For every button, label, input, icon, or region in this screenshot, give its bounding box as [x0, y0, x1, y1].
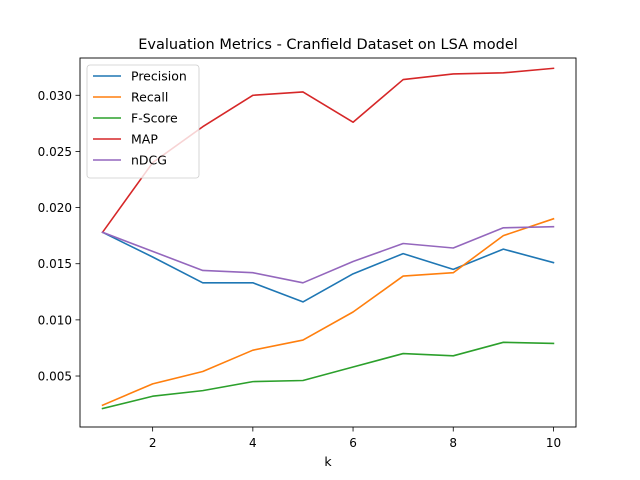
- series-line-ndcg: [101, 225, 555, 284]
- y-tick-label: 0.010: [38, 313, 72, 327]
- x-tick-label: 2: [149, 436, 157, 450]
- y-axis: 0.005 0.010 0.015 0.020 0.025 0.030: [38, 89, 80, 384]
- legend-label-recall: Recall: [131, 90, 168, 105]
- x-tick-label: 8: [449, 436, 457, 450]
- x-tick-label: 4: [249, 436, 257, 450]
- x-axis: 2 4 6 8 10: [149, 427, 561, 450]
- legend-label-map: MAP: [131, 132, 158, 147]
- plot-frame: [79, 57, 577, 428]
- x-tick-label: 10: [546, 436, 561, 450]
- x-tick-label: 6: [349, 436, 357, 450]
- legend-box: [86, 64, 200, 179]
- series-line-precision: [101, 231, 555, 303]
- legend: Precision Recall F-Score MAP nDCG: [86, 64, 200, 179]
- series-line-recall: [101, 217, 555, 407]
- series-line-f-score: [101, 341, 555, 410]
- y-tick-label: 0.005: [38, 370, 72, 384]
- legend-label-precision: Precision: [131, 69, 187, 84]
- legend-label-ndcg: nDCG: [131, 153, 167, 168]
- legend-label-f-score: F-Score: [131, 111, 178, 126]
- y-tick-label: 0.030: [38, 89, 72, 103]
- y-tick-label: 0.025: [38, 145, 72, 159]
- x-axis-label: k: [324, 454, 332, 469]
- y-tick-label: 0.020: [38, 201, 72, 215]
- chart-title: Evaluation Metrics - Cranfield Dataset o…: [138, 37, 518, 53]
- y-tick-label: 0.015: [38, 257, 72, 271]
